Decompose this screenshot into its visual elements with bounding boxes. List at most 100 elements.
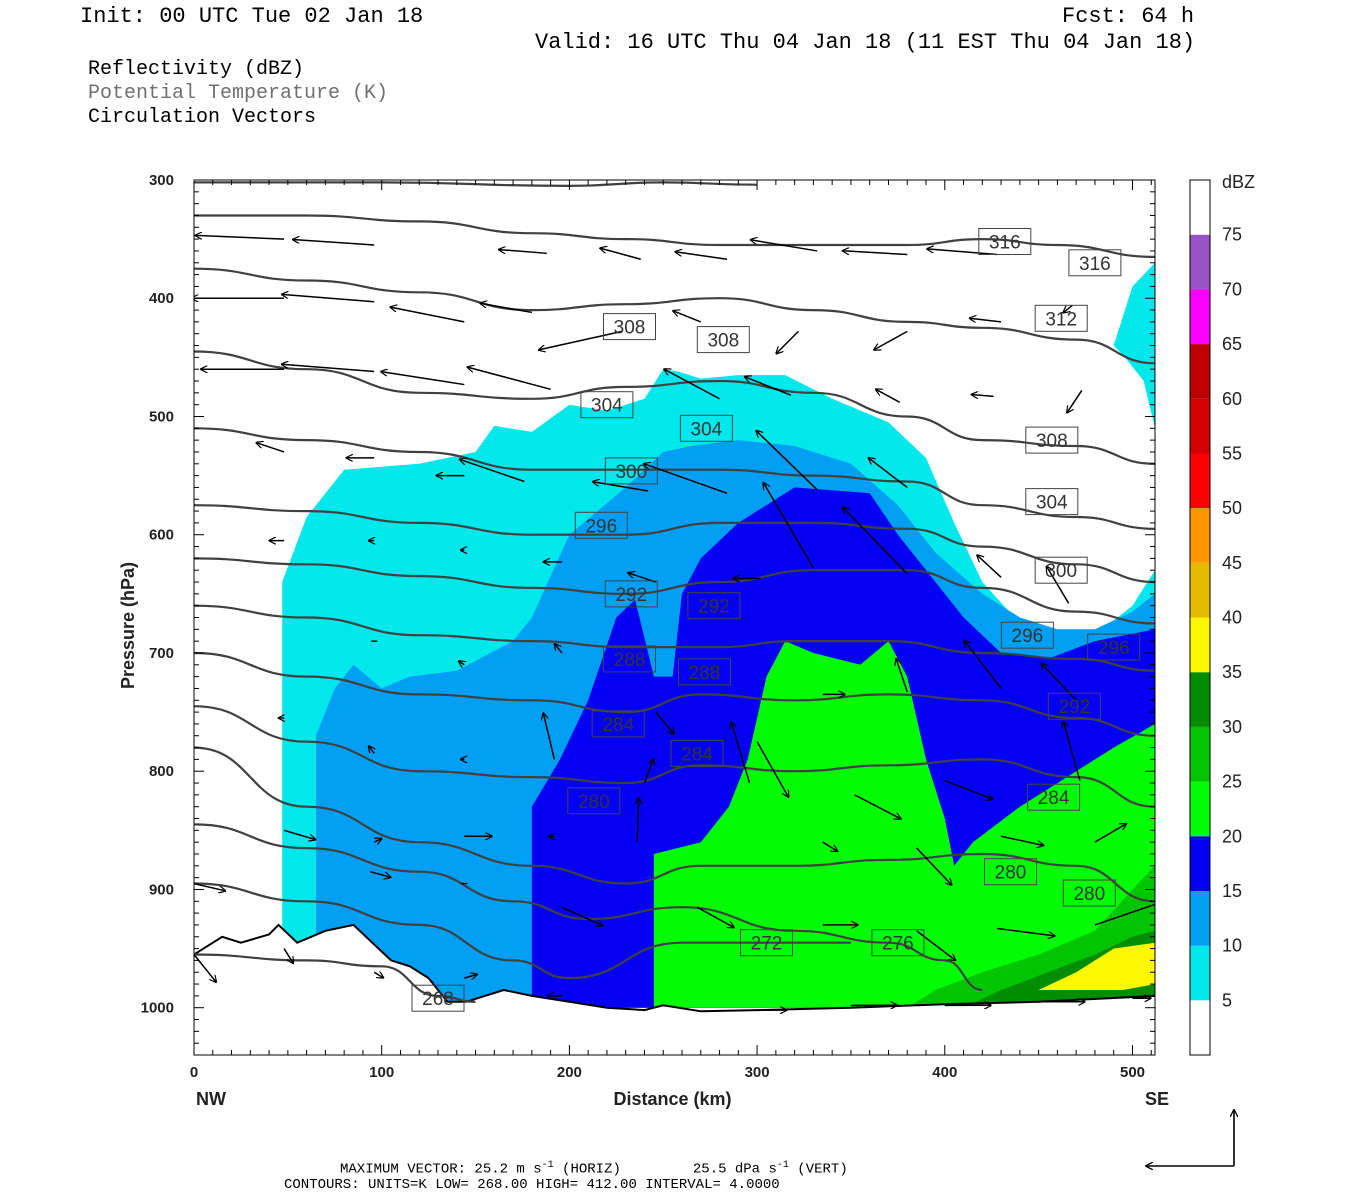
circulation-vector [499,250,547,255]
colorbar-box [1190,398,1210,454]
theta-contour-308 [194,350,1155,465]
circulation-vector [561,906,603,926]
circulation-vector [480,303,532,314]
colorbar-label: 20 [1222,826,1242,846]
colorbar-title: dBZ [1222,172,1255,192]
x-tick-label: 500 [1120,1064,1145,1081]
contour-label-box [687,592,741,620]
contour-label-text: 280 [995,863,1027,884]
contour-label-text: 316 [1079,254,1111,275]
x-right-end-label: SE [1145,1089,1169,1109]
colorbar-label: 5 [1222,990,1232,1010]
contour-label-box [1062,879,1116,907]
colorbar-box [1190,234,1210,290]
colorbar-label: 65 [1222,334,1242,354]
circulation-vector [283,829,315,839]
theta-contour-304 [194,427,1155,530]
colorbar-label: 25 [1222,772,1242,792]
colorbar-box [1190,945,1210,1001]
circulation-vector [539,330,623,350]
contour-label-text: 296 [1012,626,1044,647]
circulation-vector [293,240,375,246]
colorbar-box [1190,781,1210,837]
contour-label-308: 308 [1025,426,1079,454]
circulation-vector [655,711,674,734]
contour-label-text: 276 [882,934,914,955]
contour-label-316: 316 [978,228,1032,255]
circulation-vector [1041,663,1077,701]
reflectivity-region-5 [1113,262,1155,429]
contour-label-312: 312 [1034,304,1088,332]
circulation-vector [643,759,653,784]
circulation-vector [822,841,838,851]
contour-label-292: 292 [687,592,741,620]
circulation-vector [776,330,799,353]
contour-label-288: 288 [678,658,731,686]
colorbar-frame [1189,179,1211,1056]
contour-label-box [567,787,621,815]
contour-label-292: 292 [604,580,658,608]
circulation-vector [843,507,908,575]
circulation-vector [282,364,375,373]
contour-label-272: 272 [740,929,793,957]
circulation-vector [1094,824,1126,843]
contour-label-box [411,984,465,1012]
circulation-vector [195,235,285,240]
colorbar-label: 40 [1222,608,1242,628]
contour-label-276: 276 [871,929,925,957]
colorbar-box [1190,508,1210,563]
theta-contour-284 [194,705,1155,808]
contour-label-box [984,858,1037,886]
theta-contour-300 [194,504,1155,584]
circulation-vector [464,974,477,978]
contour-label-text: 288 [689,663,721,684]
y-tick-label: 1000 [141,1000,174,1017]
contour-label-text: 308 [707,331,739,352]
field-potential-temperature: Potential Temperature (K) [88,82,389,105]
circulation-vector [927,249,998,256]
y-tick-label: 900 [149,882,174,899]
colorbar-box [1190,890,1210,946]
circulation-vector [1094,903,1155,926]
circulation-vector [373,972,383,978]
theta-contour-272 [194,882,851,980]
circulation-vector [916,930,956,961]
circulation-vector [673,311,702,323]
colorbar-label: 15 [1222,881,1242,901]
circulation-vector [593,482,649,492]
contour-label-text: 296 [1098,638,1130,659]
circulation-vector [283,948,293,964]
circulation-vector [543,713,556,760]
contour-label-text: 268 [422,989,454,1010]
colorbar-label: 10 [1222,936,1242,956]
circulation-vector [373,839,381,843]
contour-label-box [591,710,645,738]
contour-info: CONTOURS: UNITS=K LOW= 268.00 HIGH= 412.… [284,1177,780,1193]
x-tick-label: 300 [745,1064,770,1081]
contour-label-box [871,929,925,957]
colorbar-box [1190,726,1210,782]
circulation-vector [944,779,993,800]
contour-label-304: 304 [580,391,634,419]
circulation-vector [637,798,639,843]
circulation-vector [868,458,908,489]
circulation-vector [756,431,818,491]
contour-label-text: 304 [691,419,723,440]
contour-label-284: 284 [591,710,645,738]
x-left-end-label: NW [196,1089,226,1109]
contour-label-text: 304 [591,396,623,417]
contour-label-316: 316 [1068,249,1122,277]
theta-contour-316 [194,214,1155,258]
colorbar-label: 35 [1222,662,1242,682]
contour-label-box [1000,621,1054,649]
contour-label-text: 272 [751,934,783,955]
theta-contour-276 [194,823,983,992]
contour-label-300: 300 [1034,556,1088,584]
contour-label-308: 308 [696,326,750,354]
reflectivity-region-35 [1038,942,1155,990]
y-tick-label: 600 [149,527,174,544]
circulation-vector [964,640,1002,689]
contour-label-box [679,414,733,442]
contour-label-280: 280 [984,858,1037,886]
colorbar-label: 55 [1222,443,1242,463]
